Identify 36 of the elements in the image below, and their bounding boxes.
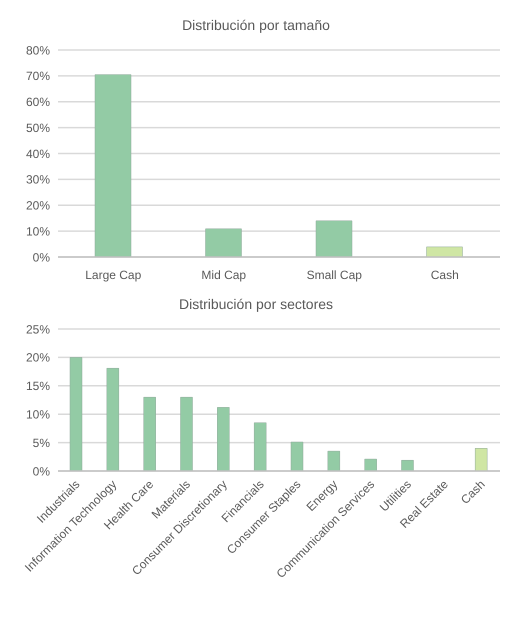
chart-title: Distribución por tamaño: [181, 16, 331, 35]
y-tick-label: 15%: [26, 379, 50, 394]
y-tick-label: 70%: [26, 69, 50, 84]
y-tick-label: 0%: [32, 250, 50, 264]
x-tick-label: Large Cap: [85, 268, 142, 282]
bar: [254, 422, 266, 471]
y-tick-label: 50%: [26, 120, 50, 135]
y-tick-label: 10%: [26, 224, 50, 238]
y-tick-label: 40%: [26, 146, 50, 161]
bar: [94, 74, 132, 257]
y-tick-label: 20%: [26, 198, 50, 213]
bar: [205, 228, 242, 257]
bar: [474, 448, 488, 471]
bar: [316, 220, 352, 257]
bar: [106, 368, 120, 471]
x-tick-label: Mid Cap: [201, 268, 246, 282]
bar: [290, 442, 304, 471]
y-tick-label: 10%: [26, 407, 50, 422]
y-tick-label: 80%: [26, 43, 50, 58]
bar: [180, 396, 193, 471]
bar: [328, 450, 340, 471]
bar: [217, 407, 230, 471]
bar: [70, 357, 82, 471]
bar: [426, 246, 463, 257]
x-tick-label: Small Cap: [306, 268, 362, 282]
bar: [143, 396, 156, 471]
y-tick-label: 25%: [26, 322, 50, 336]
y-tick-label: 30%: [26, 172, 50, 187]
y-tick-label: 5%: [32, 436, 50, 450]
x-tick-label: Cash: [430, 268, 459, 282]
chart-title: Distribución por sectores: [178, 295, 334, 314]
bar: [364, 458, 377, 471]
y-tick-label: 20%: [26, 350, 50, 365]
y-tick-label: 60%: [26, 95, 50, 110]
y-tick-label: 0%: [32, 464, 50, 478]
bar: [401, 460, 414, 471]
